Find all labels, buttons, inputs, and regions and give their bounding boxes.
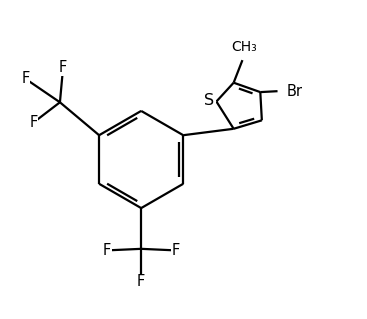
Text: F: F [21, 71, 30, 86]
Text: F: F [137, 274, 145, 289]
Text: F: F [171, 243, 180, 258]
Text: CH₃: CH₃ [231, 41, 257, 55]
Text: F: F [29, 115, 37, 130]
Text: Br: Br [286, 84, 302, 99]
Text: S: S [204, 93, 215, 108]
Text: F: F [103, 243, 111, 258]
Text: F: F [59, 60, 67, 75]
